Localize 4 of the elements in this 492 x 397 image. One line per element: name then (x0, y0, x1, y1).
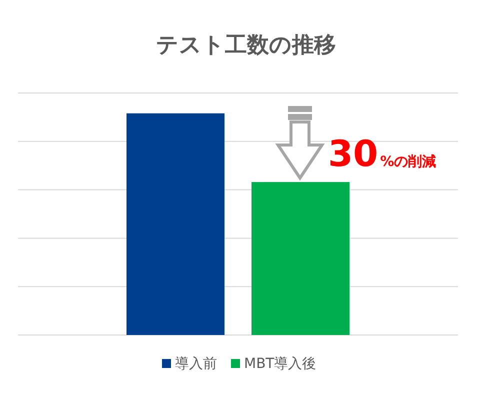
chart-title: テスト工数の推移 (156, 33, 336, 58)
annotation: 30%の削減 (328, 134, 436, 175)
legend-label: MBT導入後 (244, 356, 316, 372)
legend-label: 導入前 (175, 356, 217, 372)
